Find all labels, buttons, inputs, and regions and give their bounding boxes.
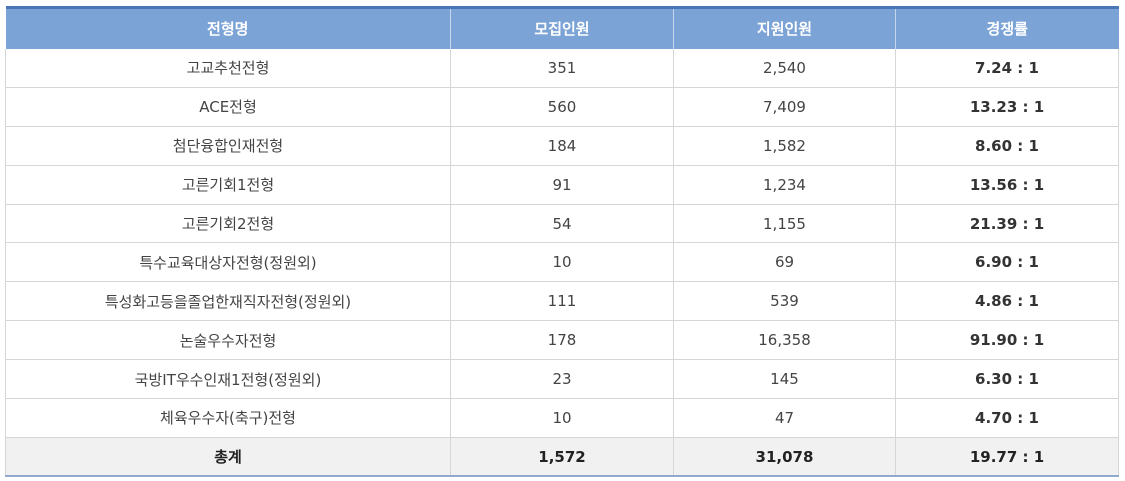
table-header-row: 전형명 모집인원 지원인원 경쟁률 — [5, 6, 1119, 49]
cell-recruit-count: 178 — [450, 320, 674, 361]
cell-applicant-count: 1,155 — [673, 204, 896, 244]
table-row: 체육우수자(축구)전형 10 47 4.70 : 1 — [5, 398, 1119, 438]
header-recruit-count: 모집인원 — [450, 6, 674, 49]
cell-admission-type: 체육우수자(축구)전형 — [5, 398, 451, 438]
cell-recruit-count: 91 — [450, 165, 674, 205]
cell-competition-ratio: 13.23 : 1 — [895, 87, 1119, 127]
competition-table-container: 전형명 모집인원 지원인원 경쟁률 고교추천전형 351 2,540 7.24 … — [5, 6, 1119, 478]
cell-applicant-count: 16,358 — [673, 320, 896, 361]
cell-applicant-count: 47 — [673, 398, 896, 438]
cell-applicant-count: 539 — [673, 281, 896, 322]
cell-competition-ratio: 4.86 : 1 — [895, 281, 1119, 322]
header-applicant-count: 지원인원 — [673, 6, 896, 49]
total-competition-ratio: 19.77 : 1 — [895, 437, 1119, 478]
table-row: 고른기회1전형 91 1,234 13.56 : 1 — [5, 165, 1119, 205]
cell-admission-type: 첨단융합인재전형 — [5, 126, 451, 166]
total-label: 총계 — [5, 437, 451, 478]
total-applicant-count: 31,078 — [673, 437, 896, 478]
cell-competition-ratio: 4.70 : 1 — [895, 398, 1119, 438]
table-row: 국방IT우수인재1전형(정원외) 23 145 6.30 : 1 — [5, 359, 1119, 400]
total-recruit-count: 1,572 — [450, 437, 674, 478]
cell-competition-ratio: 8.60 : 1 — [895, 126, 1119, 166]
table-row: ACE전형 560 7,409 13.23 : 1 — [5, 87, 1119, 127]
table-row: 특수교육대상자전형(정원외) 10 69 6.90 : 1 — [5, 242, 1119, 283]
header-competition-ratio: 경쟁률 — [895, 6, 1119, 49]
table-row: 고른기회2전형 54 1,155 21.39 : 1 — [5, 204, 1119, 244]
cell-competition-ratio: 91.90 : 1 — [895, 320, 1119, 361]
cell-admission-type: 국방IT우수인재1전형(정원외) — [5, 359, 451, 400]
cell-admission-type: 논술우수자전형 — [5, 320, 451, 361]
cell-competition-ratio: 7.24 : 1 — [895, 48, 1119, 88]
table-row: 고교추천전형 351 2,540 7.24 : 1 — [5, 48, 1119, 88]
cell-admission-type: ACE전형 — [5, 87, 451, 127]
competition-table: 전형명 모집인원 지원인원 경쟁률 고교추천전형 351 2,540 7.24 … — [5, 6, 1119, 478]
table-row: 논술우수자전형 178 16,358 91.90 : 1 — [5, 320, 1119, 361]
cell-applicant-count: 7,409 — [673, 87, 896, 127]
cell-competition-ratio: 21.39 : 1 — [895, 204, 1119, 244]
cell-competition-ratio: 6.30 : 1 — [895, 359, 1119, 400]
cell-recruit-count: 54 — [450, 204, 674, 244]
cell-competition-ratio: 6.90 : 1 — [895, 242, 1119, 283]
cell-competition-ratio: 13.56 : 1 — [895, 165, 1119, 205]
cell-recruit-count: 10 — [450, 242, 674, 283]
cell-applicant-count: 2,540 — [673, 48, 896, 88]
cell-recruit-count: 560 — [450, 87, 674, 127]
cell-applicant-count: 69 — [673, 242, 896, 283]
header-admission-type: 전형명 — [5, 6, 451, 49]
cell-recruit-count: 111 — [450, 281, 674, 322]
cell-admission-type: 고른기회1전형 — [5, 165, 451, 205]
cell-applicant-count: 1,582 — [673, 126, 896, 166]
cell-applicant-count: 145 — [673, 359, 896, 400]
cell-recruit-count: 184 — [450, 126, 674, 166]
table-row: 특성화고등을졸업한재직자전형(정원외) 111 539 4.86 : 1 — [5, 281, 1119, 322]
table-row: 첨단융합인재전형 184 1,582 8.60 : 1 — [5, 126, 1119, 166]
cell-recruit-count: 351 — [450, 48, 674, 88]
cell-applicant-count: 1,234 — [673, 165, 896, 205]
cell-admission-type: 특수교육대상자전형(정원외) — [5, 242, 451, 283]
cell-admission-type: 고교추천전형 — [5, 48, 451, 88]
cell-recruit-count: 10 — [450, 398, 674, 438]
cell-admission-type: 특성화고등을졸업한재직자전형(정원외) — [5, 281, 451, 322]
cell-admission-type: 고른기회2전형 — [5, 204, 451, 244]
table-total-row: 총계 1,572 31,078 19.77 : 1 — [5, 437, 1119, 478]
cell-recruit-count: 23 — [450, 359, 674, 400]
